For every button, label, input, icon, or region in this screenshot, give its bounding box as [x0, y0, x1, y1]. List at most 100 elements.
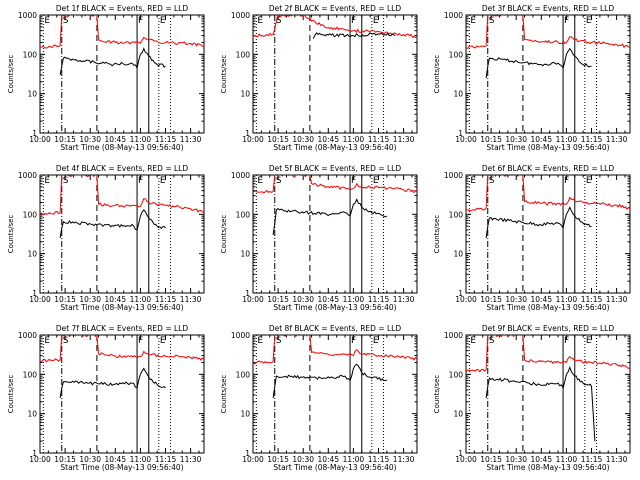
x-tick-label: 10:30	[505, 295, 527, 304]
x-tick-label: 10:00	[455, 135, 477, 144]
event-marker-label: E	[373, 16, 379, 26]
plot-frame	[39, 334, 205, 454]
y-axis-label: Counts/sec	[433, 375, 441, 414]
event-marker-label: F	[351, 16, 356, 26]
y-axis-label: Counts/sec	[7, 55, 15, 94]
x-tick-label: 10:15	[480, 295, 502, 304]
x-tick-label: 11:00	[556, 295, 578, 304]
x-tick-label: 10:00	[455, 455, 477, 464]
y-tick-label: 10	[27, 250, 37, 259]
detector-panel: Det 5f BLACK = Events, RED = LLD 1 10 100 10…	[220, 164, 418, 312]
x-axis-label: Start Time (08-May-13 09:56:40)	[60, 463, 183, 472]
x-tick-label: 10:15	[54, 295, 76, 304]
lld-rate-line	[40, 335, 204, 363]
x-tick-label: 11:15	[155, 295, 177, 304]
event-marker-label: S	[489, 176, 495, 186]
lld-rate-line	[253, 175, 417, 194]
y-tick-label: 1	[458, 449, 463, 458]
x-tick-label: 10:30	[505, 455, 527, 464]
y-tick-label: 1	[32, 289, 37, 298]
plot-frame	[252, 174, 418, 294]
event-marker-label: E	[470, 336, 476, 346]
x-tick-label: 11:00	[556, 135, 578, 144]
event-marker-label: E	[44, 336, 50, 346]
x-tick-label: 11:00	[343, 135, 365, 144]
event-marker-label: E	[586, 16, 592, 26]
event-marker-label: F	[138, 176, 143, 186]
y-tick-label: 10	[240, 90, 250, 99]
event-rate-line	[485, 365, 596, 442]
y-tick-label: 100	[23, 210, 38, 219]
x-axis-label: Start Time (08-May-13 09:56:40)	[60, 303, 183, 312]
event-rate-line	[59, 367, 166, 399]
event-marker-label: E	[586, 336, 592, 346]
y-axis-label: Counts/sec	[433, 215, 441, 254]
x-axis-label: Start Time (08-May-13 09:56:40)	[273, 303, 396, 312]
y-tick-label: 10	[453, 250, 463, 259]
x-tick-label: 10:30	[292, 455, 314, 464]
y-tick-label: 100	[449, 370, 464, 379]
detector-panel: Det 7f BLACK = Events, RED = LLD 1 10 100 10…	[7, 324, 205, 472]
event-marker-label: S	[489, 336, 495, 346]
lld-rate-line	[466, 15, 630, 50]
x-tick-label: 10:15	[267, 295, 289, 304]
y-axis-label: Counts/sec	[7, 215, 15, 254]
plot-frame	[465, 334, 631, 454]
event-marker-label: F	[138, 16, 143, 26]
event-marker-label: E	[160, 176, 166, 186]
event-marker-label: S	[276, 336, 282, 346]
x-tick-label: 10:00	[29, 295, 51, 304]
y-tick-label: 1	[458, 129, 463, 138]
detector-panel: Det 9f BLACK = Events, RED = LLD 1 10 100 10…	[433, 324, 631, 472]
detector-panel: Det 1f BLACK = Events, RED = LLD 1 10 100 10…	[7, 4, 205, 152]
event-marker-label: S	[63, 176, 69, 186]
x-tick-label: 11:30	[393, 455, 415, 464]
x-tick-label: 10:30	[292, 135, 314, 144]
event-marker-label: F	[564, 336, 569, 346]
x-tick-label: 10:15	[267, 135, 289, 144]
y-tick-label: 1	[32, 449, 37, 458]
x-tick-label: 10:30	[292, 295, 314, 304]
event-marker-label: S	[276, 16, 282, 26]
lld-rate-line	[253, 335, 417, 365]
event-rate-line	[272, 198, 388, 235]
event-marker-label: S	[63, 336, 69, 346]
y-tick-label: 10	[240, 410, 250, 419]
lld-rate-line	[466, 175, 630, 212]
y-tick-label: 100	[23, 370, 38, 379]
event-marker-label: E	[257, 336, 263, 346]
chart-title: Det 7f BLACK = Events, RED = LLD	[56, 324, 189, 333]
x-tick-label: 11:30	[606, 295, 628, 304]
plot-frame	[465, 14, 631, 134]
event-rate-line	[485, 206, 592, 239]
event-rate-line	[59, 47, 166, 75]
x-tick-label: 11:15	[368, 135, 390, 144]
x-tick-label: 10:15	[480, 135, 502, 144]
chart-title: Det 6f BLACK = Events, RED = LLD	[482, 164, 615, 173]
event-marker-label: S	[489, 16, 495, 26]
event-marker-label: F	[138, 336, 143, 346]
event-rate-line	[59, 209, 166, 239]
chart-title: Det 2f BLACK = Events, RED = LLD	[269, 4, 402, 13]
detector-panel: Det 2f BLACK = Events, RED = LLD 1 10 100 10…	[220, 4, 418, 152]
x-tick-label: 10:45	[530, 455, 552, 464]
event-marker-label: E	[373, 176, 379, 186]
y-tick-label: 1000	[18, 11, 37, 20]
event-marker-label: E	[586, 176, 592, 186]
detector-panel: Det 6f BLACK = Events, RED = LLD 1 10 100 10…	[433, 164, 631, 312]
y-tick-label: 100	[449, 50, 464, 59]
y-tick-label: 1000	[18, 171, 37, 180]
y-tick-label: 1	[245, 129, 250, 138]
y-axis-label: Counts/sec	[7, 375, 15, 414]
x-tick-label: 10:45	[317, 455, 339, 464]
x-tick-label: 10:30	[79, 295, 101, 304]
y-tick-label: 10	[453, 90, 463, 99]
plot-frame	[465, 174, 631, 294]
y-tick-label: 100	[23, 50, 38, 59]
y-tick-label: 100	[449, 210, 464, 219]
x-tick-label: 10:15	[54, 455, 76, 464]
x-tick-label: 10:15	[267, 455, 289, 464]
x-tick-label: 11:15	[368, 455, 390, 464]
x-tick-label: 11:00	[343, 295, 365, 304]
